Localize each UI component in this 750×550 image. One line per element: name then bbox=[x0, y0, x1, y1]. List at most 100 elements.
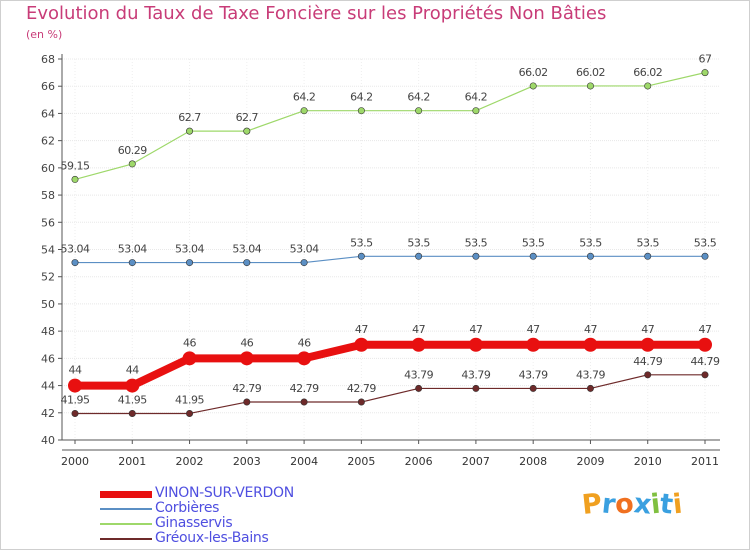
y-tick-label: 58 bbox=[41, 189, 55, 202]
data-label: 66.02 bbox=[633, 66, 662, 79]
y-tick-label: 48 bbox=[41, 325, 55, 338]
data-point bbox=[701, 252, 709, 260]
data-label: 44 bbox=[69, 364, 82, 377]
data-point bbox=[186, 127, 194, 135]
data-point bbox=[128, 259, 136, 267]
data-label: 53.5 bbox=[350, 236, 373, 249]
data-label: 64.2 bbox=[350, 91, 373, 104]
legend-swatch bbox=[100, 538, 152, 540]
data-label: 47 bbox=[699, 323, 712, 336]
data-label: 41.95 bbox=[175, 393, 204, 406]
data-point bbox=[586, 384, 594, 392]
data-point bbox=[701, 371, 709, 379]
data-point bbox=[644, 371, 652, 379]
y-tick-label: 54 bbox=[41, 244, 55, 257]
data-point bbox=[411, 337, 426, 352]
legend-swatch bbox=[100, 523, 152, 525]
x-tick-label: 2005 bbox=[347, 455, 375, 468]
data-point bbox=[68, 378, 82, 393]
data-point bbox=[526, 337, 541, 352]
x-tick-label: 2001 bbox=[118, 455, 146, 468]
data-label: 53.5 bbox=[522, 236, 545, 249]
x-tick-label: 2010 bbox=[634, 455, 662, 468]
data-point bbox=[472, 252, 480, 260]
data-point bbox=[644, 252, 652, 260]
data-label: 41.95 bbox=[118, 393, 147, 406]
data-label: 53.04 bbox=[232, 243, 261, 256]
data-point bbox=[243, 127, 251, 135]
data-label: 59.15 bbox=[61, 159, 90, 172]
data-label: 47 bbox=[584, 323, 597, 336]
y-tick-label: 56 bbox=[41, 216, 55, 229]
y-axis-unit: (en %) bbox=[26, 28, 63, 41]
data-label: 53.04 bbox=[118, 243, 147, 256]
data-label: 53.5 bbox=[579, 236, 602, 249]
data-point bbox=[529, 384, 537, 392]
data-label: 47 bbox=[641, 323, 654, 336]
x-tick-label: 2003 bbox=[233, 455, 261, 468]
y-tick-label: 44 bbox=[41, 380, 55, 393]
x-tick-label: 2002 bbox=[176, 455, 204, 468]
data-label: 64.2 bbox=[465, 91, 488, 104]
data-label: 53.04 bbox=[290, 243, 319, 256]
data-point bbox=[357, 398, 365, 406]
data-label: 44 bbox=[126, 364, 139, 377]
data-point bbox=[357, 107, 365, 115]
x-tick-label: 2006 bbox=[405, 455, 433, 468]
proxiti-logo: Proxiti bbox=[580, 488, 685, 521]
data-label: 43.79 bbox=[461, 368, 490, 381]
data-point bbox=[529, 252, 537, 260]
data-label: 42.79 bbox=[232, 382, 261, 395]
y-tick-label: 42 bbox=[41, 407, 55, 420]
data-point bbox=[701, 69, 709, 77]
data-point bbox=[182, 351, 197, 366]
data-point bbox=[297, 351, 312, 366]
data-label: 44.79 bbox=[633, 355, 662, 368]
data-point bbox=[415, 384, 423, 392]
data-point bbox=[243, 398, 251, 406]
data-point bbox=[300, 398, 308, 406]
data-point bbox=[239, 351, 254, 366]
legend-label: Ginasservis bbox=[155, 515, 233, 531]
y-tick-label: 62 bbox=[41, 135, 55, 148]
x-tick-label: 2000 bbox=[61, 455, 89, 468]
data-point bbox=[529, 82, 537, 90]
series-line-1 bbox=[75, 255, 705, 264]
x-tick-label: 2008 bbox=[519, 455, 547, 468]
data-label: 53.5 bbox=[636, 236, 659, 249]
data-point bbox=[472, 384, 480, 392]
legend-swatch bbox=[100, 490, 152, 498]
series-line-0 bbox=[75, 340, 705, 390]
data-label: 47 bbox=[469, 323, 482, 336]
data-point bbox=[186, 409, 194, 417]
data-point bbox=[644, 82, 652, 90]
legend-label: VINON-SUR-VERDON bbox=[155, 485, 294, 501]
data-label: 47 bbox=[355, 323, 368, 336]
y-tick-label: 66 bbox=[41, 80, 55, 93]
data-label: 53.5 bbox=[694, 236, 717, 249]
data-point bbox=[586, 252, 594, 260]
data-point bbox=[640, 337, 655, 352]
logo-letter: i bbox=[671, 488, 685, 521]
data-point bbox=[71, 409, 79, 417]
data-label: 64.2 bbox=[407, 91, 430, 104]
data-point bbox=[357, 252, 365, 260]
data-point bbox=[586, 82, 594, 90]
data-label: 42.79 bbox=[347, 382, 376, 395]
data-label: 66.02 bbox=[576, 66, 605, 79]
series-line-3 bbox=[75, 374, 705, 415]
data-point bbox=[472, 107, 480, 115]
data-point bbox=[186, 259, 194, 267]
data-label: 67 bbox=[699, 53, 712, 66]
y-tick-label: 52 bbox=[41, 271, 55, 284]
y-tick-label: 60 bbox=[41, 162, 55, 175]
y-tick-label: 68 bbox=[41, 53, 55, 66]
data-label: 64.2 bbox=[293, 91, 316, 104]
data-point bbox=[71, 175, 79, 183]
data-point bbox=[698, 337, 712, 352]
x-tick-label: 2007 bbox=[462, 455, 490, 468]
data-point bbox=[300, 107, 308, 115]
data-label: 66.02 bbox=[519, 66, 548, 79]
